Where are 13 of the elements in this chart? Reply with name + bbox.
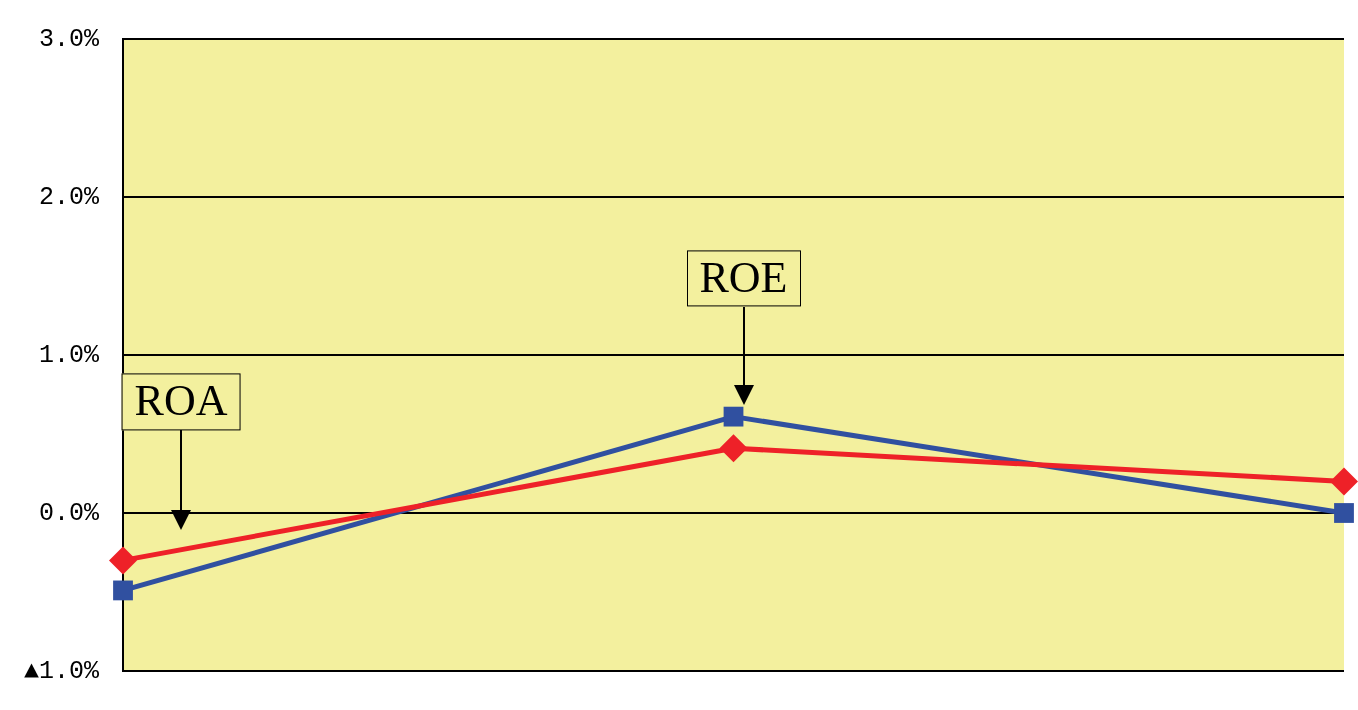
point — [113, 580, 133, 601]
point — [723, 406, 744, 427]
text: ROE — [686, 250, 801, 307]
point — [719, 434, 748, 463]
point — [1334, 503, 1354, 523]
y-tick-label: ▲1.0% — [24, 656, 101, 686]
text: ROA — [121, 373, 241, 431]
point — [109, 546, 138, 575]
y-tick-label: 3.0% — [39, 24, 100, 54]
y-tick-label: 0.0% — [39, 498, 100, 528]
y-tick-label: 2.0% — [39, 182, 100, 212]
y-tick-label: 1.0% — [39, 340, 100, 370]
point — [1330, 467, 1358, 496]
